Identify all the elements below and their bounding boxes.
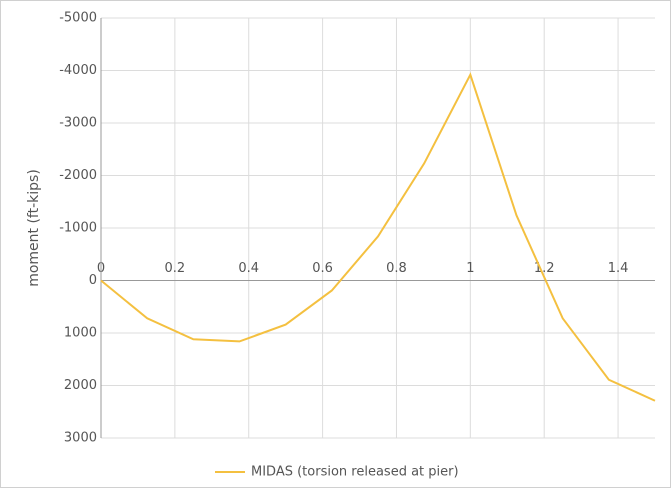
y-tick-label: 0 — [89, 273, 97, 288]
y-tick-label: 3000 — [64, 431, 97, 446]
x-tick-label: 0.6 — [312, 261, 333, 276]
x-tick-label: 1.4 — [608, 261, 629, 276]
y-tick-label: 1000 — [64, 326, 97, 341]
data-line — [100, 72, 656, 402]
y-axis-title: moment (ft-kips) — [26, 169, 42, 287]
x-tick-label: 0.2 — [165, 261, 186, 276]
y-tick-label: -1000 — [59, 221, 97, 236]
x-tick-label: 0.8 — [386, 261, 407, 276]
legend-label: MIDAS (torsion released at pier) — [251, 465, 459, 480]
y-tick-label: -3000 — [59, 116, 97, 131]
y-tick-label: 2000 — [64, 378, 97, 393]
x-tick-label: 1 — [466, 261, 474, 276]
y-tick-label: -2000 — [59, 168, 97, 183]
y-tick-label: -4000 — [59, 63, 97, 78]
y-tick-label: -5000 — [59, 11, 97, 26]
x-tick-label: 0.4 — [238, 261, 259, 276]
